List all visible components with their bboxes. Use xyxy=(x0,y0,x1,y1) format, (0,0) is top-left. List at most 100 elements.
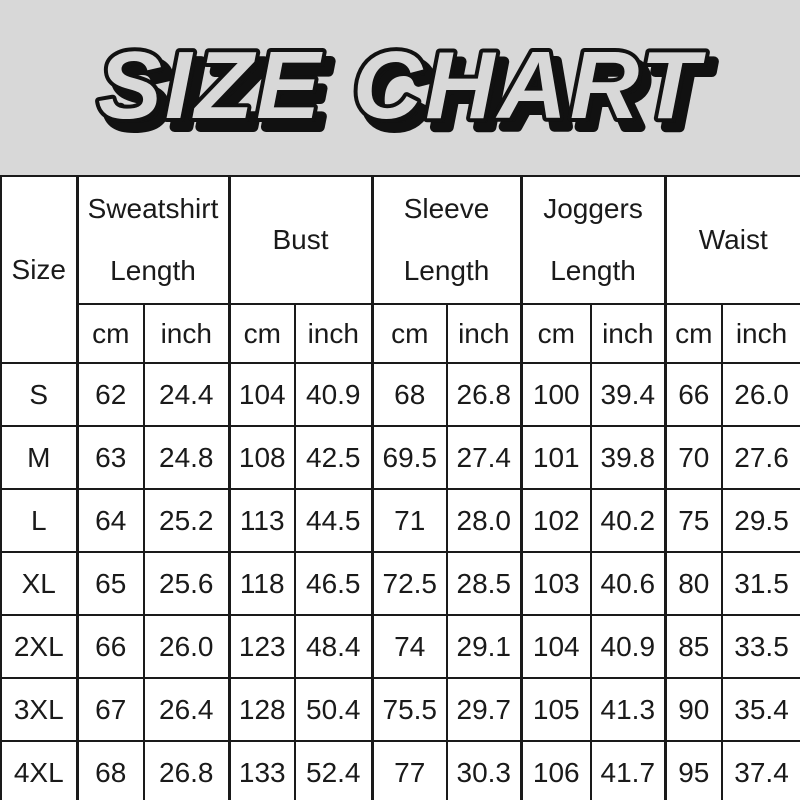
value-cell: 75 xyxy=(663,488,724,553)
value-cell: 24.4 xyxy=(143,362,230,427)
value-cell: 41.3 xyxy=(590,677,667,742)
value-cell: 74 xyxy=(370,614,448,679)
value-cell: 41.7 xyxy=(590,740,667,800)
value-cell: 72.5 xyxy=(370,551,448,616)
table-body: S 62 24.4 104 40.9 68 26.8 100 39.4 66 26.0 M 63 24.8… xyxy=(0,362,800,800)
value-cell: 68 xyxy=(370,362,448,427)
value-cell: 101 xyxy=(519,425,593,490)
size-cell: L xyxy=(0,488,78,553)
value-cell: 26.4 xyxy=(143,677,230,742)
value-cell: 65 xyxy=(75,551,145,616)
size-cell: M xyxy=(0,425,78,490)
table-row: XL 65 25.6 118 46.5 72.5 28.5 103 40.6 80 31.5 xyxy=(0,551,800,616)
value-cell: 29.7 xyxy=(445,677,523,742)
value-cell: 26.8 xyxy=(445,362,523,427)
header-line: Length xyxy=(550,255,636,286)
value-cell: 105 xyxy=(519,677,593,742)
value-cell: 100 xyxy=(519,362,593,427)
value-cell: 25.2 xyxy=(143,488,230,553)
value-cell: 42.5 xyxy=(294,425,373,490)
value-cell: 40.2 xyxy=(590,488,667,553)
unit-header-inch: inch xyxy=(590,303,667,364)
value-cell: 75.5 xyxy=(370,677,448,742)
unit-header-inch: inch xyxy=(143,303,230,364)
group-header-row: Size Sweatshirt Length Bust Sleeve Lengt xyxy=(0,175,800,364)
value-cell: 39.4 xyxy=(590,362,667,427)
value-cell: 63 xyxy=(75,425,145,490)
col-header-bust: Bust xyxy=(227,175,373,305)
size-cell: 3XL xyxy=(0,677,78,742)
value-cell: 40.9 xyxy=(590,614,667,679)
value-cell: 95 xyxy=(663,740,724,800)
value-cell: 69.5 xyxy=(370,425,448,490)
unit-header-cm: cm xyxy=(227,303,296,364)
value-cell: 33.5 xyxy=(721,614,800,679)
unit-header-cm: cm xyxy=(519,303,593,364)
value-cell: 39.8 xyxy=(590,425,667,490)
value-cell: 104 xyxy=(227,362,296,427)
value-cell: 106 xyxy=(519,740,593,800)
value-cell: 133 xyxy=(227,740,296,800)
value-cell: 48.4 xyxy=(294,614,373,679)
value-cell: 29.1 xyxy=(445,614,523,679)
title-banner: SIZE CHART SIZE CHART xyxy=(0,0,800,175)
header-line: Length xyxy=(403,255,490,286)
value-cell: 31.5 xyxy=(721,551,800,616)
unit-header-row: cm inch cm inch cm inch cm inch cm inch xyxy=(1,303,800,364)
value-cell: 40.9 xyxy=(294,362,373,427)
value-cell: 37.4 xyxy=(721,740,800,800)
value-cell: 80 xyxy=(663,551,724,616)
unit-header-inch: inch xyxy=(445,303,523,364)
value-cell: 27.4 xyxy=(445,425,523,490)
value-cell: 46.5 xyxy=(294,551,373,616)
value-cell: 62 xyxy=(75,362,145,427)
value-cell: 67 xyxy=(75,677,145,742)
value-cell: 66 xyxy=(75,614,145,679)
col-header-sweatshirt-length: Sweatshirt Length xyxy=(75,175,230,305)
header-line: Joggers xyxy=(543,193,643,224)
value-cell: 26.0 xyxy=(721,362,800,427)
unit-header-inch: inch xyxy=(294,303,373,364)
table-row: 3XL 67 26.4 128 50.4 75.5 29.7 105 41.3 90 35.4 xyxy=(0,677,800,742)
col-header-joggers-length: Joggers Length xyxy=(519,175,667,305)
size-cell: S xyxy=(0,362,78,427)
header-line: Sweatshirt xyxy=(87,193,219,224)
value-cell: 52.4 xyxy=(294,740,373,800)
header-line: Bust xyxy=(272,224,329,255)
value-cell: 104 xyxy=(519,614,593,679)
value-cell: 118 xyxy=(227,551,296,616)
value-cell: 26.0 xyxy=(143,614,230,679)
size-cell: XL xyxy=(0,551,78,616)
value-cell: 103 xyxy=(519,551,593,616)
value-cell: 27.6 xyxy=(721,425,800,490)
header-line: Waist xyxy=(698,224,768,255)
unit-header-inch: inch xyxy=(721,303,800,364)
value-cell: 24.8 xyxy=(143,425,230,490)
value-cell: 28.5 xyxy=(445,551,523,616)
value-cell: 77 xyxy=(370,740,448,800)
col-header-waist: Waist xyxy=(663,175,800,305)
value-cell: 90 xyxy=(663,677,724,742)
value-cell: 25.6 xyxy=(143,551,230,616)
value-cell: 29.5 xyxy=(721,488,800,553)
value-cell: 102 xyxy=(519,488,593,553)
value-cell: 44.5 xyxy=(294,488,373,553)
header-line: Sleeve xyxy=(403,193,490,224)
table-row: L 64 25.2 113 44.5 71 28.0 102 40.2 75 29.5 xyxy=(0,488,800,553)
unit-header-cm: cm xyxy=(75,303,145,364)
header-line: Length xyxy=(110,255,196,286)
value-cell: 26.8 xyxy=(143,740,230,800)
col-header-sleeve-length: Sleeve Length xyxy=(370,175,523,305)
table-row: 2XL 66 26.0 123 48.4 74 29.1 104 40.9 85 33.5 xyxy=(0,614,800,679)
page-title: SIZE CHART xyxy=(98,32,707,139)
value-cell: 68 xyxy=(75,740,145,800)
value-cell: 113 xyxy=(227,488,296,553)
value-cell: 66 xyxy=(663,362,724,427)
value-cell: 85 xyxy=(663,614,724,679)
size-chart-table: Size Sweatshirt Length Bust Sleeve Lengt xyxy=(0,175,800,800)
title-art: SIZE CHART SIZE CHART xyxy=(94,28,717,153)
unit-header-cm: cm xyxy=(663,303,724,364)
size-cell: 2XL xyxy=(0,614,78,679)
value-cell: 40.6 xyxy=(590,551,667,616)
